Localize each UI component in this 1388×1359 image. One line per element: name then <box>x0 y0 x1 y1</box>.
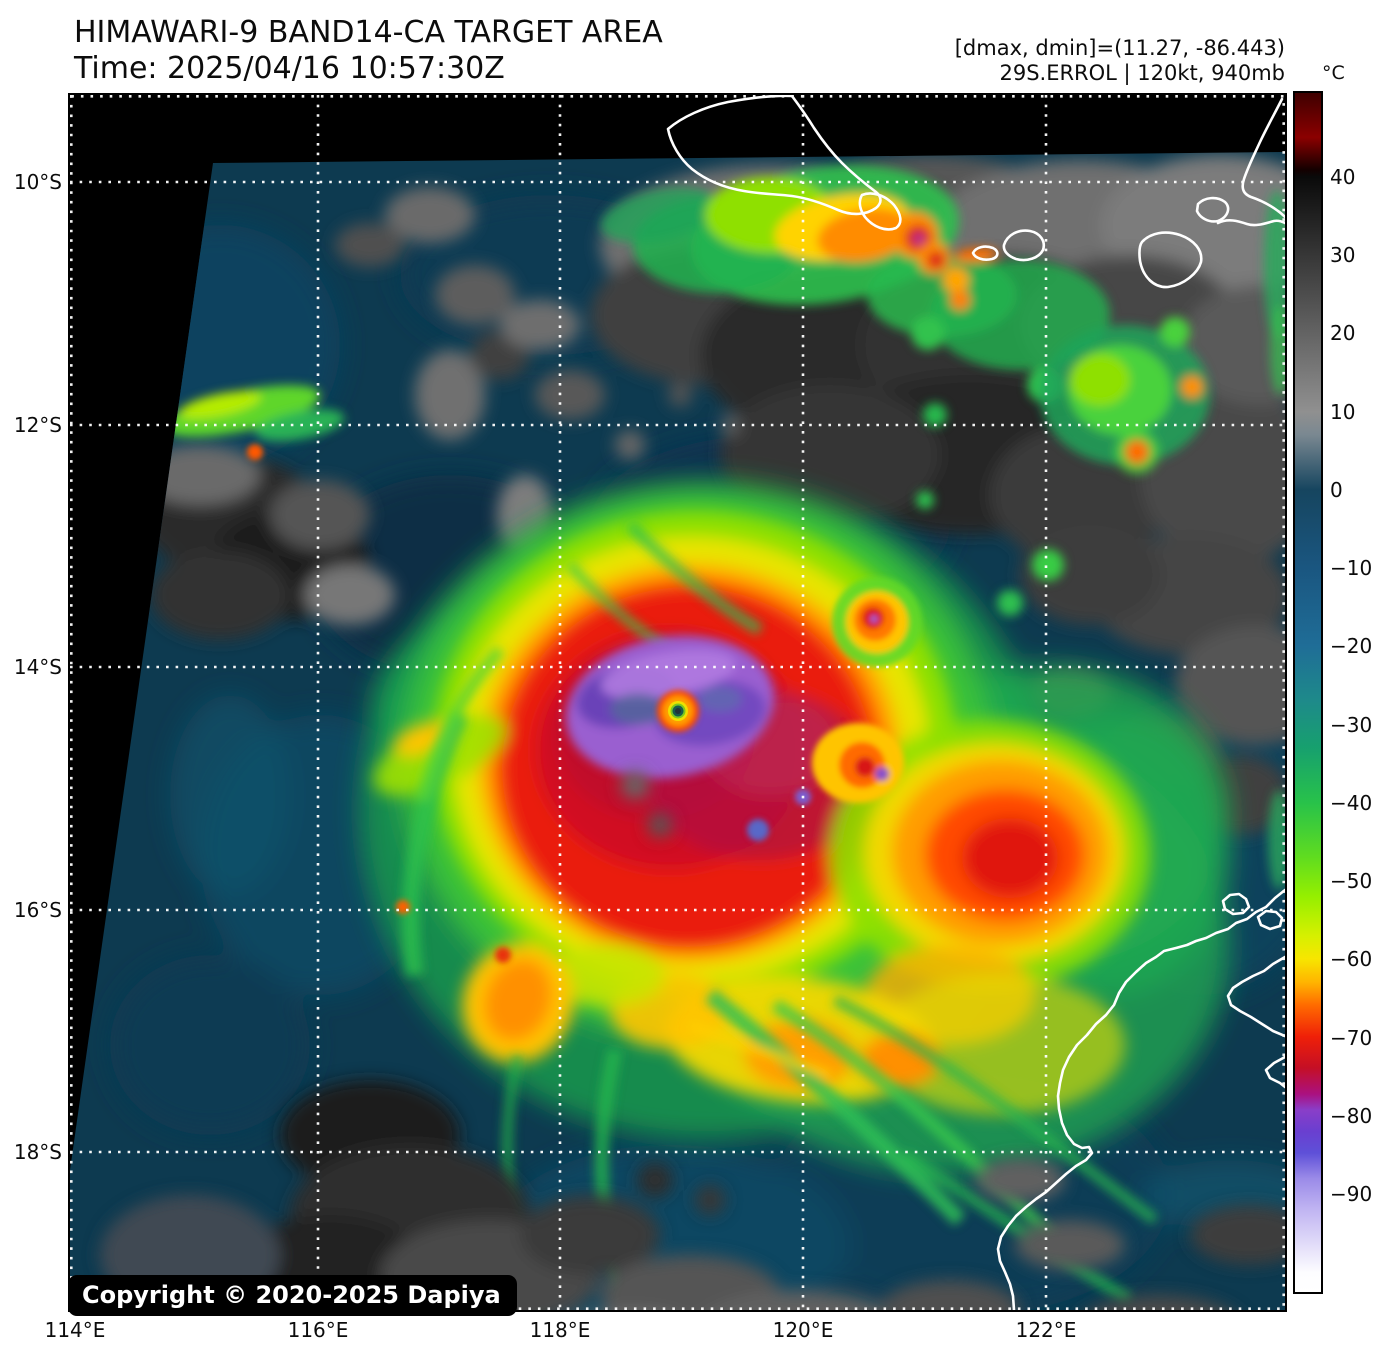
colorbar-tick-label: −40 <box>1330 791 1373 815</box>
colorbar-tick-label: 10 <box>1330 400 1356 424</box>
scan-data-region <box>70 152 1285 1310</box>
storm-eye <box>657 690 699 732</box>
colorbar-tick-label: −60 <box>1330 947 1373 971</box>
colorbar-unit-label: °C <box>1322 62 1345 84</box>
colorbar-tick-label: −50 <box>1330 869 1373 893</box>
storm-annotation: 29S.ERROL | 120kt, 940mb <box>999 61 1285 85</box>
colorbar-tick-label: 40 <box>1330 165 1356 189</box>
copyright-badge: Copyright © 2020-2025 Dapiya <box>68 1275 517 1316</box>
colorbar-tick-label: −30 <box>1330 713 1373 737</box>
colorbar-tick-label: 0 <box>1330 478 1343 502</box>
lat-axis-label: 18°S <box>13 1140 62 1164</box>
lat-axis-label: 12°S <box>13 413 62 437</box>
page-title: HIMAWARI-9 BAND14-CA TARGET AREA <box>74 15 663 50</box>
colorbar-tick-label: −10 <box>1330 556 1373 580</box>
colorbar-tick-label: 30 <box>1330 243 1356 267</box>
satellite-scene <box>70 95 1285 1310</box>
colorbar-tick-label: −90 <box>1330 1182 1373 1206</box>
convective-cells <box>247 444 922 963</box>
lat-axis-label: 14°S <box>13 655 62 679</box>
colorbar-tick-label: −20 <box>1330 634 1373 658</box>
lon-axis-label: 116°E <box>287 1318 349 1342</box>
peripheral-convection <box>163 165 1285 890</box>
lat-axis-label: 16°S <box>13 898 62 922</box>
coastlines <box>666 95 1285 1310</box>
lon-axis-label: 122°E <box>1015 1318 1077 1342</box>
colorbar-tick-label: 20 <box>1330 321 1356 345</box>
dmax-dmin-annotation: [dmax, dmin]=(11.27, -86.443) <box>954 36 1285 60</box>
lon-axis-label: 114°E <box>44 1318 106 1342</box>
timestamp: Time: 2025/04/16 10:57:30Z <box>74 51 505 86</box>
lat-axis-label: 10°S <box>13 170 62 194</box>
colorbar-tick-label: −80 <box>1330 1104 1373 1128</box>
lon-axis-label: 118°E <box>529 1318 591 1342</box>
temperature-colorbar <box>1293 91 1323 1294</box>
lon-axis-label: 120°E <box>772 1318 834 1342</box>
map-plot-area <box>68 93 1287 1312</box>
colorbar-tick-label: −70 <box>1330 1026 1373 1050</box>
graticule-gridlines <box>70 95 1285 1310</box>
